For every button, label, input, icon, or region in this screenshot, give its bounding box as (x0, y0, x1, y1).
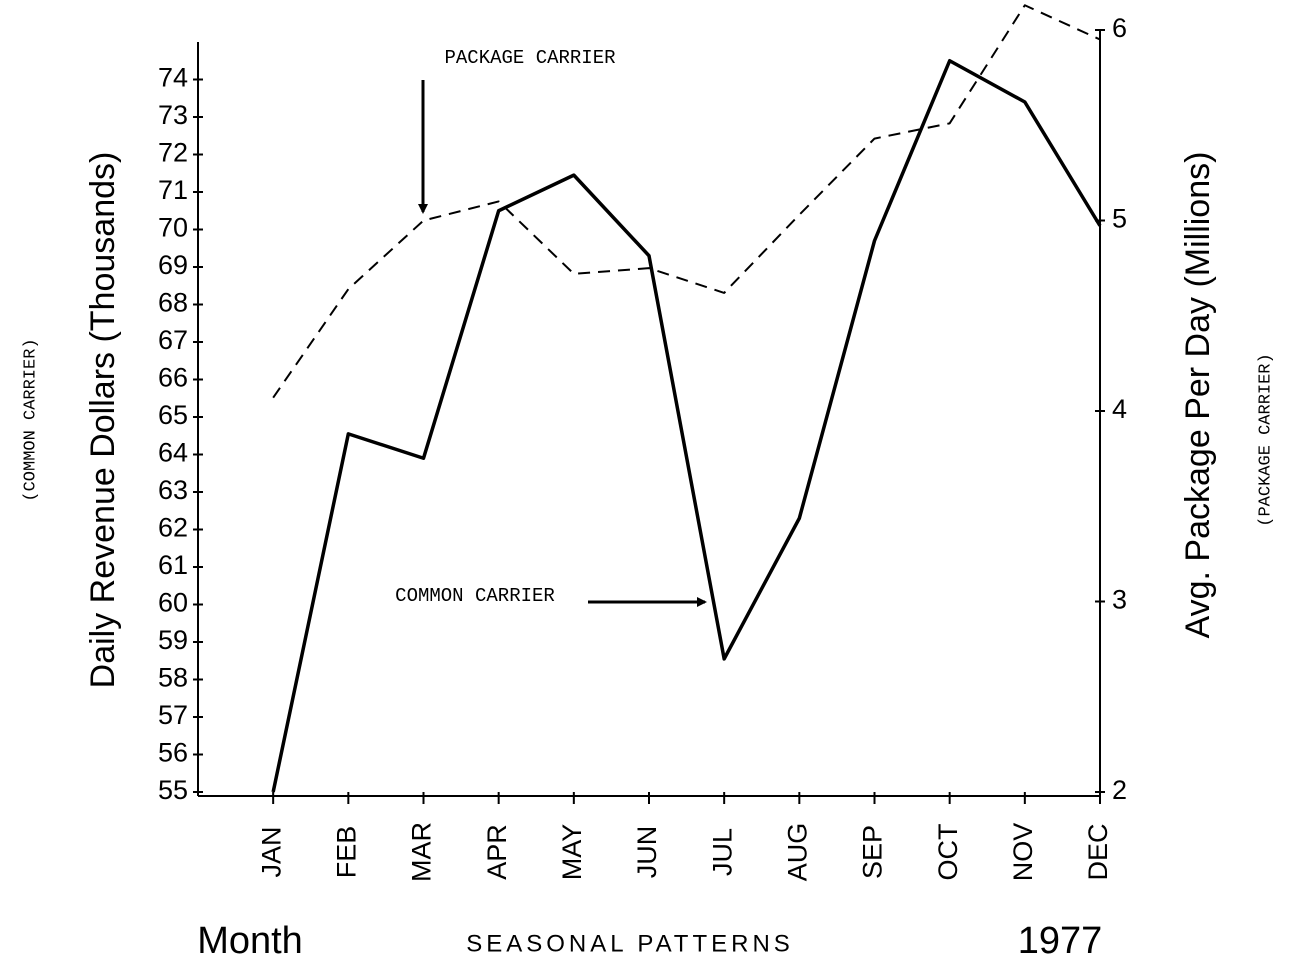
y-tick-label: 61 (158, 550, 188, 580)
y-tick-label: 59 (158, 625, 188, 655)
y2-tick-label: 5 (1112, 204, 1127, 234)
y-tick-label: 73 (158, 100, 188, 130)
y-tick-label: 64 (158, 438, 188, 468)
y-tick-label: 58 (158, 663, 188, 693)
y-tick-label: 60 (158, 588, 188, 618)
y-tick-label: 65 (158, 400, 188, 430)
x-tick-label: OCT (933, 824, 963, 881)
y-tick-label: 74 (158, 63, 188, 93)
y-tick-label: 63 (158, 475, 188, 505)
x-tick-label: DEC (1083, 823, 1113, 880)
y2-axis-note: (PACKAGE CARRIER) (1256, 353, 1275, 526)
x-tick-label: JUL (707, 828, 737, 876)
y-tick-label: 62 (158, 513, 188, 543)
y-tick-label: 56 (158, 738, 188, 768)
y2-tick-label: 2 (1112, 775, 1127, 805)
x-tick-label: SEP (858, 825, 888, 879)
y2-axis-label: Avg. Package Per Day (Millions) (1179, 152, 1217, 639)
y-tick-label: 66 (158, 363, 188, 393)
y-tick-label: 71 (158, 175, 188, 205)
y-tick-label: 55 (158, 775, 188, 805)
x-tick-label: JUN (632, 826, 662, 879)
y2-tick-label: 6 (1112, 13, 1127, 43)
x-tick-label: FEB (331, 826, 361, 879)
x-tick-label: APR (482, 824, 512, 880)
y-tick-label: 57 (158, 700, 188, 730)
y-tick-label: 70 (158, 213, 188, 243)
series-line (271, 59, 1102, 793)
x-axis-label: Month (197, 920, 303, 962)
x-tick-label: AUG (782, 823, 812, 882)
series-line (272, 4, 1101, 399)
y-tick-label: 69 (158, 250, 188, 280)
y2-tick-label: 3 (1112, 585, 1127, 615)
y-axis-note: (COMMON CARRIER) (21, 338, 40, 501)
x-tick-label: MAR (407, 822, 437, 882)
annotation: COMMON CARRIER (395, 585, 555, 607)
y-tick-label: 72 (158, 138, 188, 168)
y2-tick-label: 4 (1112, 394, 1127, 424)
y-tick-label: 67 (158, 325, 188, 355)
x-tick-label: MAY (557, 824, 587, 881)
chart-title: SEASONAL PATTERNS (466, 930, 794, 957)
y-axis-label: Daily Revenue Dollars (Thousands) (84, 152, 122, 689)
x-tick-label: NOV (1008, 823, 1038, 882)
annotation: PACKAGE CARRIER (444, 47, 615, 69)
chart-subtitle: 1977 (1018, 920, 1103, 962)
x-tick-label: JAN (256, 826, 286, 877)
y-tick-label: 68 (158, 288, 188, 318)
